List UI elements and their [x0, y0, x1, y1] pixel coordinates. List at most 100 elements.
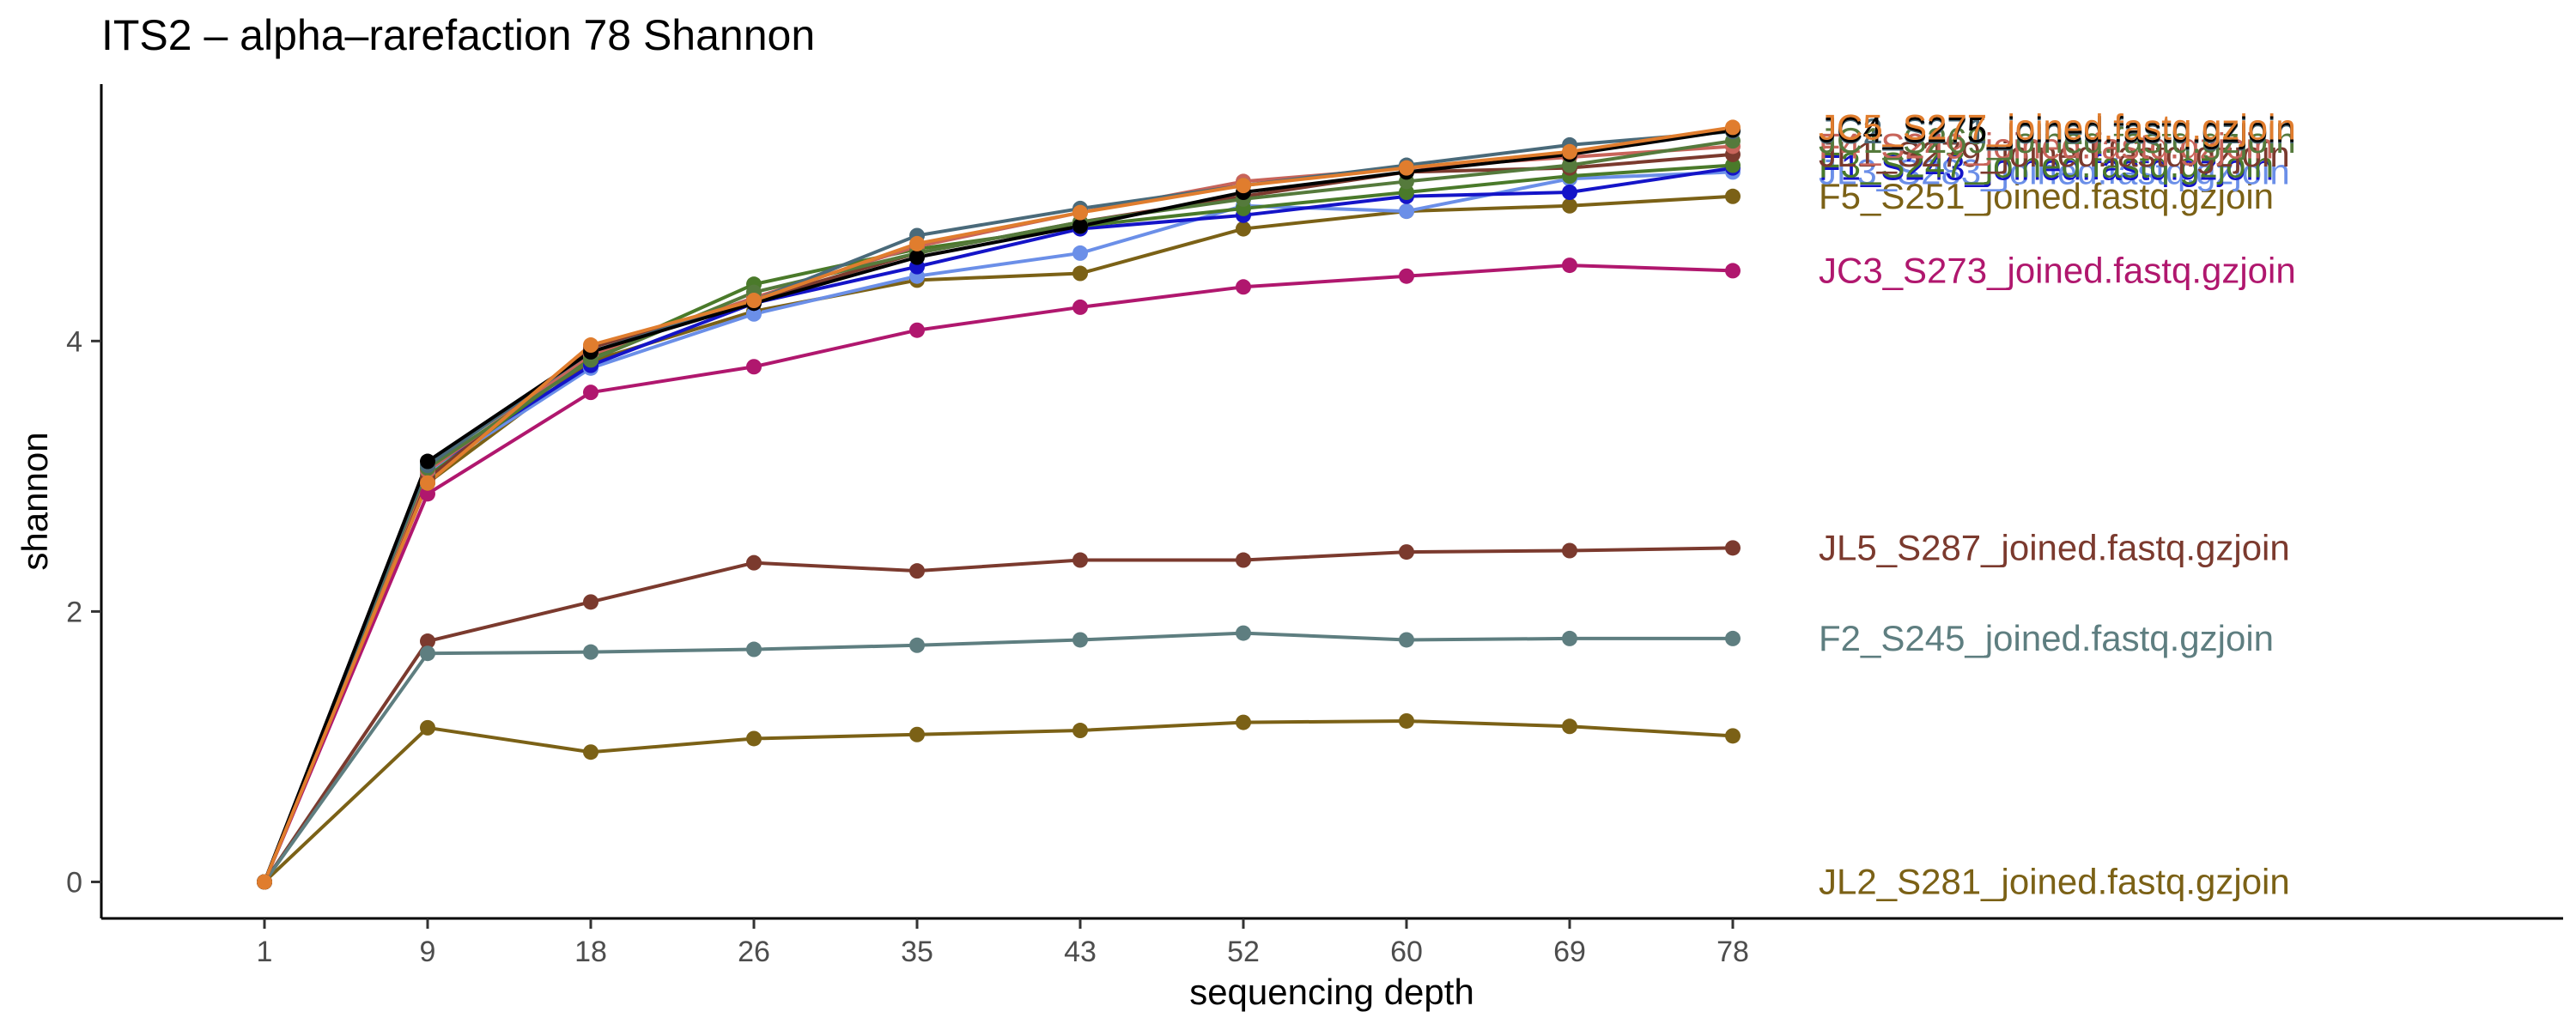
data-point — [583, 337, 598, 354]
series-end-label: F1_S243_joined.fastq.gzjoin — [1819, 148, 2274, 188]
series-line — [263, 631, 1733, 883]
x-tick-label: 26 — [738, 936, 770, 968]
data-point — [909, 726, 925, 742]
series-line — [263, 128, 1734, 883]
y-tick-label: 2 — [66, 596, 82, 628]
series-end-labels: JL2_S281_joined.fastq.gzjoin F2_S245_join… — [1819, 106, 2296, 901]
data-point — [420, 719, 435, 736]
series-line — [263, 546, 1734, 883]
data-point — [420, 633, 435, 650]
x-tick-label: 69 — [1553, 936, 1586, 968]
y-tick-label: 4 — [66, 325, 82, 358]
data-point — [1236, 625, 1251, 641]
data-point — [420, 486, 435, 502]
data-point — [1562, 718, 1577, 735]
data-point — [1072, 218, 1088, 234]
series-line — [263, 718, 1734, 883]
data-point — [1072, 723, 1088, 739]
series-end-label: JL5_S287_joined.fastq.gzjoin — [1819, 527, 2290, 567]
series-end-label: JC4_S275_joined.fastq.gzjoin — [1819, 110, 2296, 150]
data-point — [1399, 632, 1414, 648]
data-point — [909, 249, 925, 265]
data-point — [746, 730, 762, 747]
data-point — [1399, 185, 1414, 201]
data-point — [1725, 728, 1741, 744]
x-tick-label: 1 — [257, 936, 273, 968]
data-point — [420, 645, 435, 662]
y-axis-title: shannon — [15, 432, 55, 570]
data-point — [1399, 544, 1414, 560]
data-point — [1725, 263, 1741, 279]
series-end-label: JC2_S271_joined.fastq.gzjoin — [1819, 111, 2296, 151]
series-end-label: JL3_S283_joined.fastq.gzjoin — [1819, 151, 2290, 191]
data-point — [1236, 221, 1251, 237]
data-point — [746, 641, 762, 657]
series-end-label: JL1_S279_joined.fastq.gzjoin — [1819, 134, 2290, 174]
data-point — [257, 874, 272, 890]
data-point — [583, 744, 598, 760]
series-end-label: JL2_S281_joined.fastq.gzjoin — [1819, 861, 2290, 901]
series-line — [263, 139, 1734, 883]
series-lines — [263, 125, 1734, 883]
data-point — [1399, 268, 1414, 284]
data-point — [1236, 552, 1251, 568]
data-point — [1725, 630, 1741, 646]
x-tick-label: 35 — [901, 936, 933, 968]
data-point — [583, 644, 598, 660]
data-point — [1562, 258, 1577, 274]
x-tick-label: 9 — [420, 936, 436, 968]
data-point — [1072, 552, 1088, 568]
series-line — [263, 125, 1734, 883]
x-tick-label: 78 — [1716, 936, 1749, 968]
series-line — [263, 163, 1734, 883]
data-point — [909, 322, 925, 338]
series-end-label: JC3_S273_joined.fastq.gzjoin — [1819, 250, 2296, 290]
series-line — [263, 166, 1734, 883]
data-point — [1399, 160, 1414, 176]
series-end-label: JC1_S269_joined.fastq.gzjoin — [1819, 120, 2296, 161]
data-point — [1399, 203, 1414, 220]
chart-title: ITS2 – alpha–rarefaction 78 Shannon — [101, 11, 815, 59]
x-tick-label: 43 — [1064, 936, 1097, 968]
data-point — [1725, 157, 1741, 173]
series-line — [263, 194, 1734, 883]
data-point — [746, 293, 762, 309]
data-point — [746, 306, 762, 322]
series-line — [263, 264, 1734, 883]
data-point — [1072, 265, 1088, 282]
series-line — [263, 130, 1734, 883]
data-point — [1562, 185, 1577, 201]
data-point — [1725, 188, 1741, 204]
series-line — [263, 144, 1734, 883]
data-point — [1725, 540, 1741, 556]
series-end-label: F5_S251_joined.fastq.gzjoin — [1819, 176, 2274, 216]
data-point — [420, 475, 435, 491]
y-axis-ticks: 0 2 4 — [66, 325, 101, 899]
data-point — [1236, 279, 1251, 295]
x-tick-label: 60 — [1390, 936, 1423, 968]
data-point — [1562, 197, 1577, 214]
series-points — [257, 119, 1741, 890]
data-point — [746, 359, 762, 375]
x-tick-label: 18 — [574, 936, 607, 968]
data-point — [583, 385, 598, 401]
data-point — [1236, 714, 1251, 730]
x-tick-label: 52 — [1227, 936, 1260, 968]
data-point — [746, 554, 762, 571]
data-point — [1562, 157, 1577, 173]
data-point — [1236, 178, 1251, 194]
data-point — [1072, 299, 1088, 315]
data-point — [1562, 143, 1577, 160]
data-point — [420, 453, 435, 470]
data-point — [909, 563, 925, 579]
series-end-label: F3_S247_joined.fastq.gzjoin — [1819, 145, 2274, 185]
data-point — [1072, 204, 1088, 221]
data-point — [1072, 245, 1088, 261]
x-axis-title: sequencing depth — [1189, 972, 1474, 1012]
data-point — [909, 235, 925, 251]
y-tick-label: 0 — [66, 866, 82, 899]
data-point — [1562, 542, 1577, 559]
data-point — [1072, 632, 1088, 648]
series-end-label: F2_S245_joined.fastq.gzjoin — [1819, 618, 2274, 658]
